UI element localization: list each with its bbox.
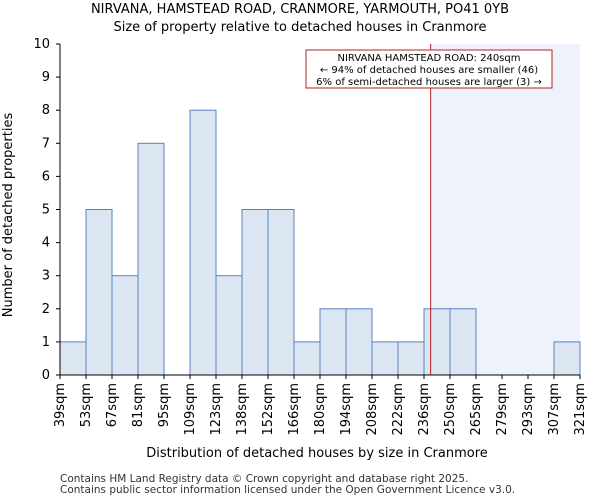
x-tick-label: 194sqm: [339, 383, 354, 436]
bar: [449, 308, 477, 376]
plot-area: 0 1 2 3 4 5 6 7 8 9 10 39sqm 53sqm 67sqm 81sqm 95sqm 109…: [33, 37, 588, 436]
x-tick-label: 321sqm: [573, 383, 588, 436]
x-tick-label: 208sqm: [365, 383, 380, 436]
x-axis-label: Distribution of detached houses by size …: [146, 446, 488, 461]
x-tick-label: 250sqm: [443, 383, 458, 436]
x-tick-label: 81sqm: [131, 383, 146, 427]
x-tick-label: 39sqm: [53, 383, 68, 427]
x-tick-label: 293sqm: [521, 383, 536, 436]
y-axis-label: Number of detached properties: [1, 113, 16, 318]
y-tick-label: 0: [42, 368, 50, 383]
bar: [319, 308, 347, 376]
bar: [59, 341, 87, 376]
x-tick-label: 279sqm: [495, 383, 510, 436]
x-tick-label: 152sqm: [261, 383, 276, 436]
bar: [423, 308, 451, 376]
y-tick-label: 5: [42, 203, 50, 218]
bar: [267, 209, 295, 376]
annotation-line-1: NIRVANA HAMSTEAD ROAD: 240sqm: [338, 53, 521, 64]
y-tick-label: 8: [42, 103, 50, 118]
bar: [553, 341, 581, 376]
x-tick-label: 95sqm: [157, 383, 172, 427]
bar: [215, 275, 243, 376]
bar: [241, 209, 269, 376]
x-tick-label: 138sqm: [235, 383, 250, 436]
y-tick-label: 6: [42, 169, 50, 184]
y-tick-label: 4: [42, 236, 50, 251]
x-tick-label: 222sqm: [391, 383, 406, 436]
y-tick-label: 2: [42, 302, 50, 317]
y-tick-label: 9: [42, 70, 50, 85]
bar: [397, 341, 425, 376]
x-tick-label: 307sqm: [547, 383, 562, 436]
bar: [371, 341, 399, 376]
bar: [85, 209, 113, 376]
bar: [293, 341, 321, 376]
x-tick-label: 180sqm: [313, 383, 328, 436]
bar: [345, 308, 373, 376]
chart-subtitle: Size of property relative to detached ho…: [113, 20, 486, 35]
y-tick-label: 3: [42, 269, 50, 284]
annotation-box: [305, 49, 553, 89]
chart-title: NIRVANA, HAMSTEAD ROAD, CRANMORE, YARMOU…: [91, 2, 509, 17]
y-tick-label: 10: [33, 37, 50, 52]
x-tick-label: 53sqm: [79, 383, 94, 427]
y-tick-label: 1: [42, 335, 50, 350]
x-tick-label: 265sqm: [469, 383, 484, 436]
x-tick-label: 123sqm: [209, 383, 224, 436]
footer-copyright: Contains HM Land Registry data © Crown c…: [60, 473, 469, 485]
bar: [111, 275, 139, 376]
annotation-line-2: ← 94% of detached houses are smaller (46…: [320, 65, 538, 76]
bar: [189, 109, 217, 376]
annotation-line-3: 6% of semi-detached houses are larger (3…: [316, 77, 542, 88]
x-tick-label: 236sqm: [417, 383, 432, 436]
x-tick-label: 67sqm: [105, 383, 120, 427]
x-tick-label: 109sqm: [183, 383, 198, 436]
footer-licence: Contains public sector information licen…: [60, 484, 516, 496]
x-tick-label: 166sqm: [287, 383, 302, 436]
bar: [137, 142, 165, 376]
y-tick-label: 7: [42, 136, 50, 151]
